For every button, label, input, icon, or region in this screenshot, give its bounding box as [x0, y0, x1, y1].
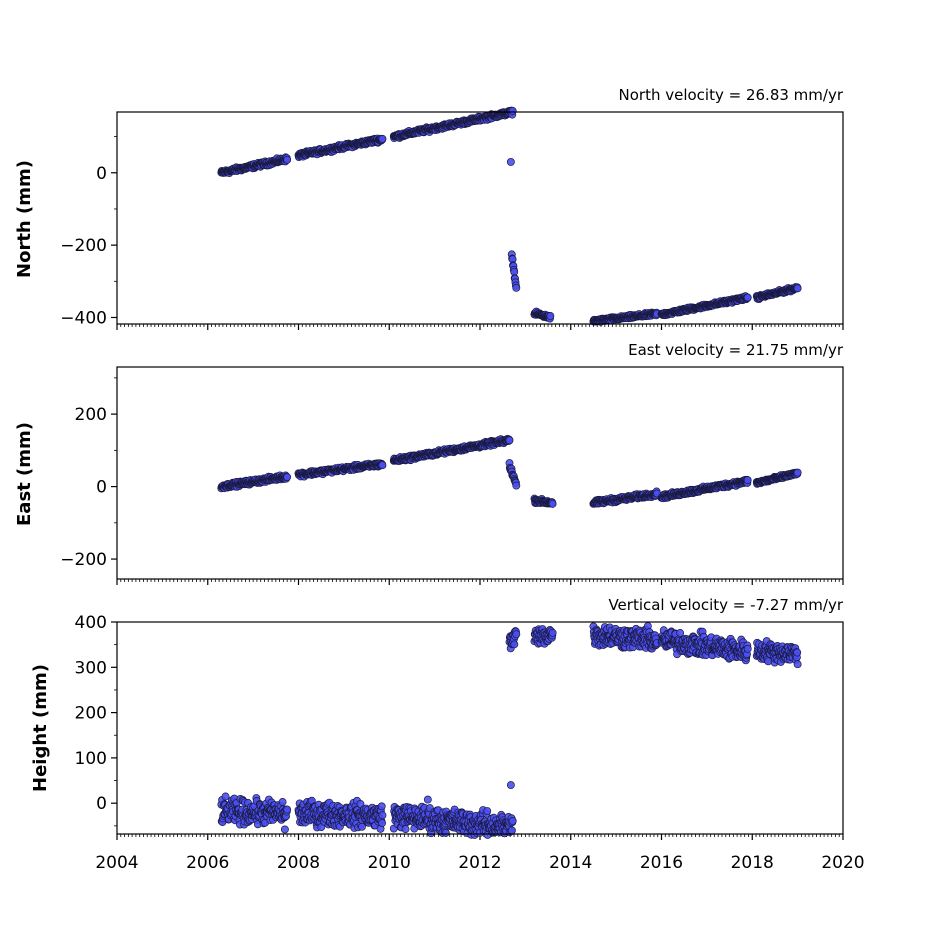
north-plot-frame	[116, 111, 844, 325]
height-data-point	[378, 811, 387, 820]
height-panel-title: Vertical velocity = -7.27 mm/yr	[608, 596, 843, 614]
north-panel-title: North velocity = 26.83 mm/yr	[619, 86, 844, 104]
north-data-points	[217, 106, 802, 326]
east-data-points	[217, 434, 802, 508]
height-data-point	[401, 825, 410, 834]
height-data-point	[507, 826, 516, 835]
north-data-point	[283, 155, 292, 164]
east-data-point	[283, 473, 292, 482]
east-axis-label: East (mm)	[14, 422, 35, 526]
height-data-point	[508, 817, 517, 825]
height-data-point	[378, 819, 387, 828]
east-data-point	[378, 461, 387, 470]
east-y-tick-label: −200	[60, 550, 107, 570]
height-x-tick-label: 2016	[640, 853, 683, 873]
north-axis-label: North (mm)	[14, 160, 35, 278]
height-x-tick-label: 2006	[186, 853, 229, 873]
east-data-point	[793, 468, 802, 477]
height-data-point	[793, 648, 802, 657]
height-y-tick-label: 0	[96, 794, 107, 814]
north-data-point	[743, 293, 752, 302]
east-data-point	[743, 476, 752, 485]
height-x-tick-label: 2014	[549, 853, 592, 873]
height-data-point	[743, 644, 752, 653]
east-y-tick-label: 0	[96, 478, 107, 498]
east-data-point	[548, 499, 557, 508]
east-data-point	[512, 481, 521, 490]
north-data-point	[793, 284, 802, 293]
north-panel: North velocity = 26.83 mm/yr North (mm) …	[14, 86, 844, 330]
height-x-tick-label: 2010	[368, 853, 411, 873]
north-data-point	[508, 106, 517, 115]
height-data-point	[512, 630, 521, 639]
height-data-point	[280, 825, 289, 834]
height-y-tick-label: 400	[75, 613, 107, 633]
height-x-tick-label: 2004	[95, 853, 138, 873]
height-x-tick-label: 2018	[731, 853, 774, 873]
height-data-point	[278, 798, 287, 806]
north-data-point	[546, 312, 555, 320]
height-data-point	[283, 805, 292, 814]
height-data-point	[548, 628, 557, 637]
east-y-tick-label: 200	[75, 405, 107, 425]
east-panel: East velocity = 21.75 mm/yr East (mm) −2…	[14, 341, 844, 585]
height-data-point	[793, 660, 802, 669]
height-x-tick-label: 2008	[277, 853, 320, 873]
height-data-point	[441, 828, 450, 837]
height-y-tick-label: 200	[75, 704, 107, 724]
height-x-tick-label: 2020	[821, 853, 864, 873]
north-y-tick-label: −200	[60, 236, 107, 256]
north-data-point	[512, 283, 521, 292]
height-data-point	[676, 629, 685, 637]
north-data-point	[378, 134, 387, 143]
height-data-point	[510, 640, 519, 649]
height-axis-label: Height (mm)	[30, 664, 51, 792]
height-data-point	[423, 795, 432, 804]
height-y-tick-label: 300	[75, 658, 107, 678]
height-data-point	[483, 807, 492, 815]
height-data-point	[377, 802, 386, 811]
height-x-tick-label: 2012	[458, 853, 501, 873]
height-data-point	[221, 792, 230, 801]
height-data-point	[506, 781, 515, 790]
east-panel-title: East velocity = 21.75 mm/yr	[628, 341, 844, 359]
north-data-point	[506, 157, 515, 166]
east-data-point	[505, 436, 514, 445]
north-y-tick-label: −400	[60, 308, 107, 328]
height-y-tick-label: 100	[75, 749, 107, 769]
north-y-tick-label: 0	[96, 164, 107, 184]
